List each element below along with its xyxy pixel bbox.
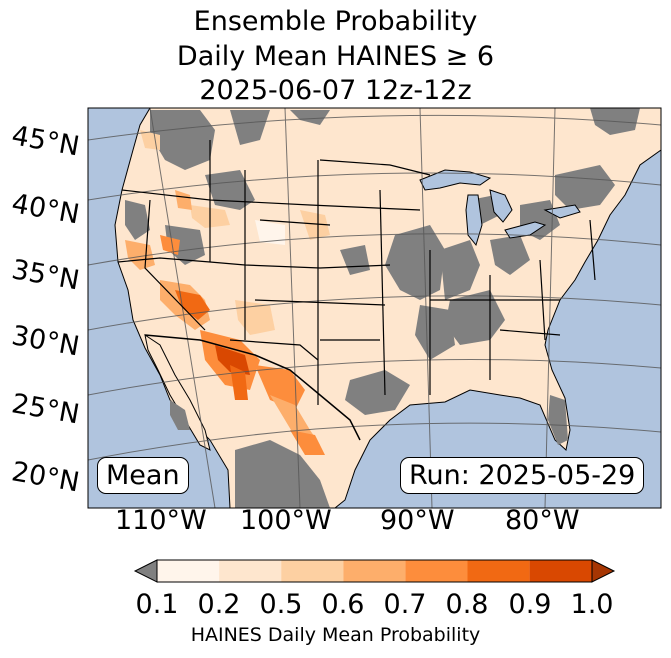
us-mexico-border: [144, 334, 361, 441]
colorbar-segments: [157, 560, 592, 582]
state-borders: [117, 140, 596, 405]
graticule: [88, 108, 661, 508]
colorbar-tick-5: 0.7: [383, 589, 427, 620]
colorbar-over-arrow: [591, 559, 616, 583]
map-frame: [87, 107, 662, 509]
probability-areas: [125, 130, 330, 455]
colorbar-segment-7: [529, 560, 592, 582]
great-lakes: [419, 169, 581, 247]
colorbar-segment-5: [405, 560, 468, 582]
colorbar-tick-7: 0.9: [508, 589, 552, 620]
colorbar-under-arrow: [133, 559, 158, 583]
colorbar-segment-6: [467, 560, 530, 582]
lon-label-80: 80°W: [505, 505, 580, 536]
colorbar-segment-3: [281, 560, 344, 582]
colorbar-segment-4: [343, 560, 406, 582]
colorbar-segment-2: [219, 560, 282, 582]
lon-label-110: 110°W: [115, 505, 207, 536]
lon-label-90: 90°W: [380, 505, 455, 536]
title-line-2: Daily Mean HAINES ≥ 6: [176, 41, 495, 72]
title-line-3: 2025-06-07 12z-12z: [199, 75, 472, 106]
colorbar-tick-1: 0.1: [135, 589, 179, 620]
colorbar-tick-6: 0.8: [445, 589, 489, 620]
run-date-box: Run: 2025-05-29: [400, 457, 645, 494]
colorbar-tick-2: 0.2: [197, 589, 241, 620]
colorbar-label: HAINES Daily Mean Probability: [190, 624, 481, 646]
colorbar-segment-1: [157, 560, 220, 582]
colorbar-tick-4: 0.6: [321, 589, 365, 620]
colorbar-tick-3: 0.5: [259, 589, 303, 620]
lon-label-100: 100°W: [240, 505, 332, 536]
colorbar-tick-8: 1.0: [570, 589, 614, 620]
title-line-1: Ensemble Probability: [193, 6, 478, 37]
mean-label-box: Mean: [97, 457, 189, 494]
